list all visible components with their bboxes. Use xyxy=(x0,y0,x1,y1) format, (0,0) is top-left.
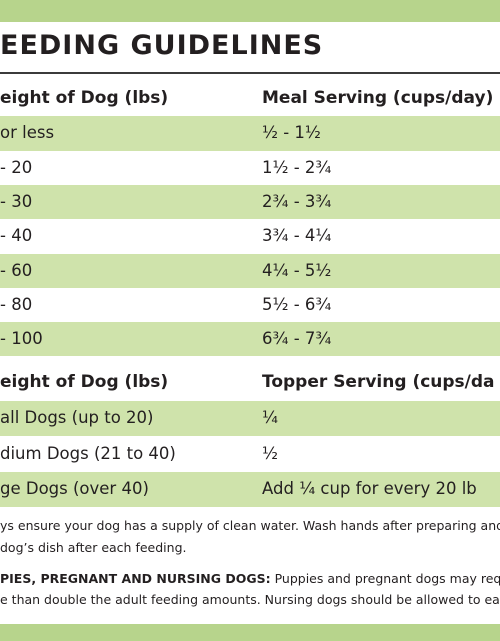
note-lead: PIES, PREGNANT AND NURSING DOGS: xyxy=(0,571,271,586)
title-rule xyxy=(0,72,500,74)
table-cell: Add ¼ cup for every 20 lb xyxy=(262,479,477,499)
note-line: dog’s dish after each feeding. xyxy=(0,540,187,555)
header-cell: Topper Serving (cups/da xyxy=(262,371,495,392)
table-cell: 6¾ - 7¾ xyxy=(262,329,332,349)
table-cell: 2¾ - 3¾ xyxy=(262,192,332,212)
bottom-band xyxy=(0,624,500,641)
header-cell: Meal Serving (cups/day) xyxy=(262,88,494,109)
table-cell: all Dogs (up to 20) xyxy=(0,408,154,428)
table-cell: - 30 xyxy=(0,192,33,212)
table-cell: ge Dogs (over 40) xyxy=(0,479,149,499)
table-row: all Dogs (up to 20) ¼ xyxy=(0,400,500,436)
header-row: eight of Dog (lbs) Meal Serving (cups/day… xyxy=(0,82,500,116)
table-row: - 40 3¾ - 4¼ xyxy=(0,219,500,253)
table-cell: ½ xyxy=(262,443,278,463)
table-cell: 3¾ - 4¼ xyxy=(262,226,332,246)
note-line: PIES, PREGNANT AND NURSING DOGS: Puppies… xyxy=(0,571,500,586)
table-cell: ¼ xyxy=(262,408,278,428)
header-cell: eight of Dog (lbs) xyxy=(0,371,169,392)
note-text: ys ensure your dog has a supply of clean… xyxy=(0,518,500,533)
note-text: Puppies and pregnant dogs may require xyxy=(270,571,500,586)
table-row: - 20 1½ - 2¾ xyxy=(0,151,500,185)
note-text: dog’s dish after each feeding. xyxy=(0,540,187,555)
table-row: dium Dogs (21 to 40) ½ xyxy=(0,436,500,472)
table-cell: - 60 xyxy=(0,260,33,280)
header-row: eight of Dog (lbs) Topper Serving (cups/d… xyxy=(0,365,500,401)
table-cell: 1½ - 2¾ xyxy=(262,157,332,177)
header-cell: eight of Dog (lbs) xyxy=(0,88,169,109)
table-cell: - 100 xyxy=(0,329,43,349)
table-row: - 80 5½ - 6¾ xyxy=(0,288,500,322)
note-line: ys ensure your dog has a supply of clean… xyxy=(0,518,500,533)
table-cell: ½ - 1½ xyxy=(262,123,321,143)
table-row: - 100 6¾ - 7¾ xyxy=(0,322,500,357)
table-cell: or less xyxy=(0,123,55,143)
table-cell: - 20 xyxy=(0,157,33,177)
note-text: e than double the adult feeding amounts.… xyxy=(0,592,500,607)
top-band xyxy=(0,0,500,22)
table-cell: dium Dogs (21 to 40) xyxy=(0,443,176,463)
table-row: - 30 2¾ - 3¾ xyxy=(0,184,500,220)
table-cell: 5½ - 6¾ xyxy=(262,294,332,314)
table-row: or less ½ - 1½ xyxy=(0,116,500,151)
title: EEDING GUIDELINES xyxy=(0,30,324,61)
table-cell: - 80 xyxy=(0,294,33,314)
note-line: e than double the adult feeding amounts.… xyxy=(0,592,500,607)
table-cell: - 40 xyxy=(0,226,33,246)
table-cell: 4¼ - 5½ xyxy=(262,260,332,280)
table-row: ge Dogs (over 40) Add ¼ cup for every 20 … xyxy=(0,471,500,507)
table-row: - 60 4¼ - 5½ xyxy=(0,253,500,288)
